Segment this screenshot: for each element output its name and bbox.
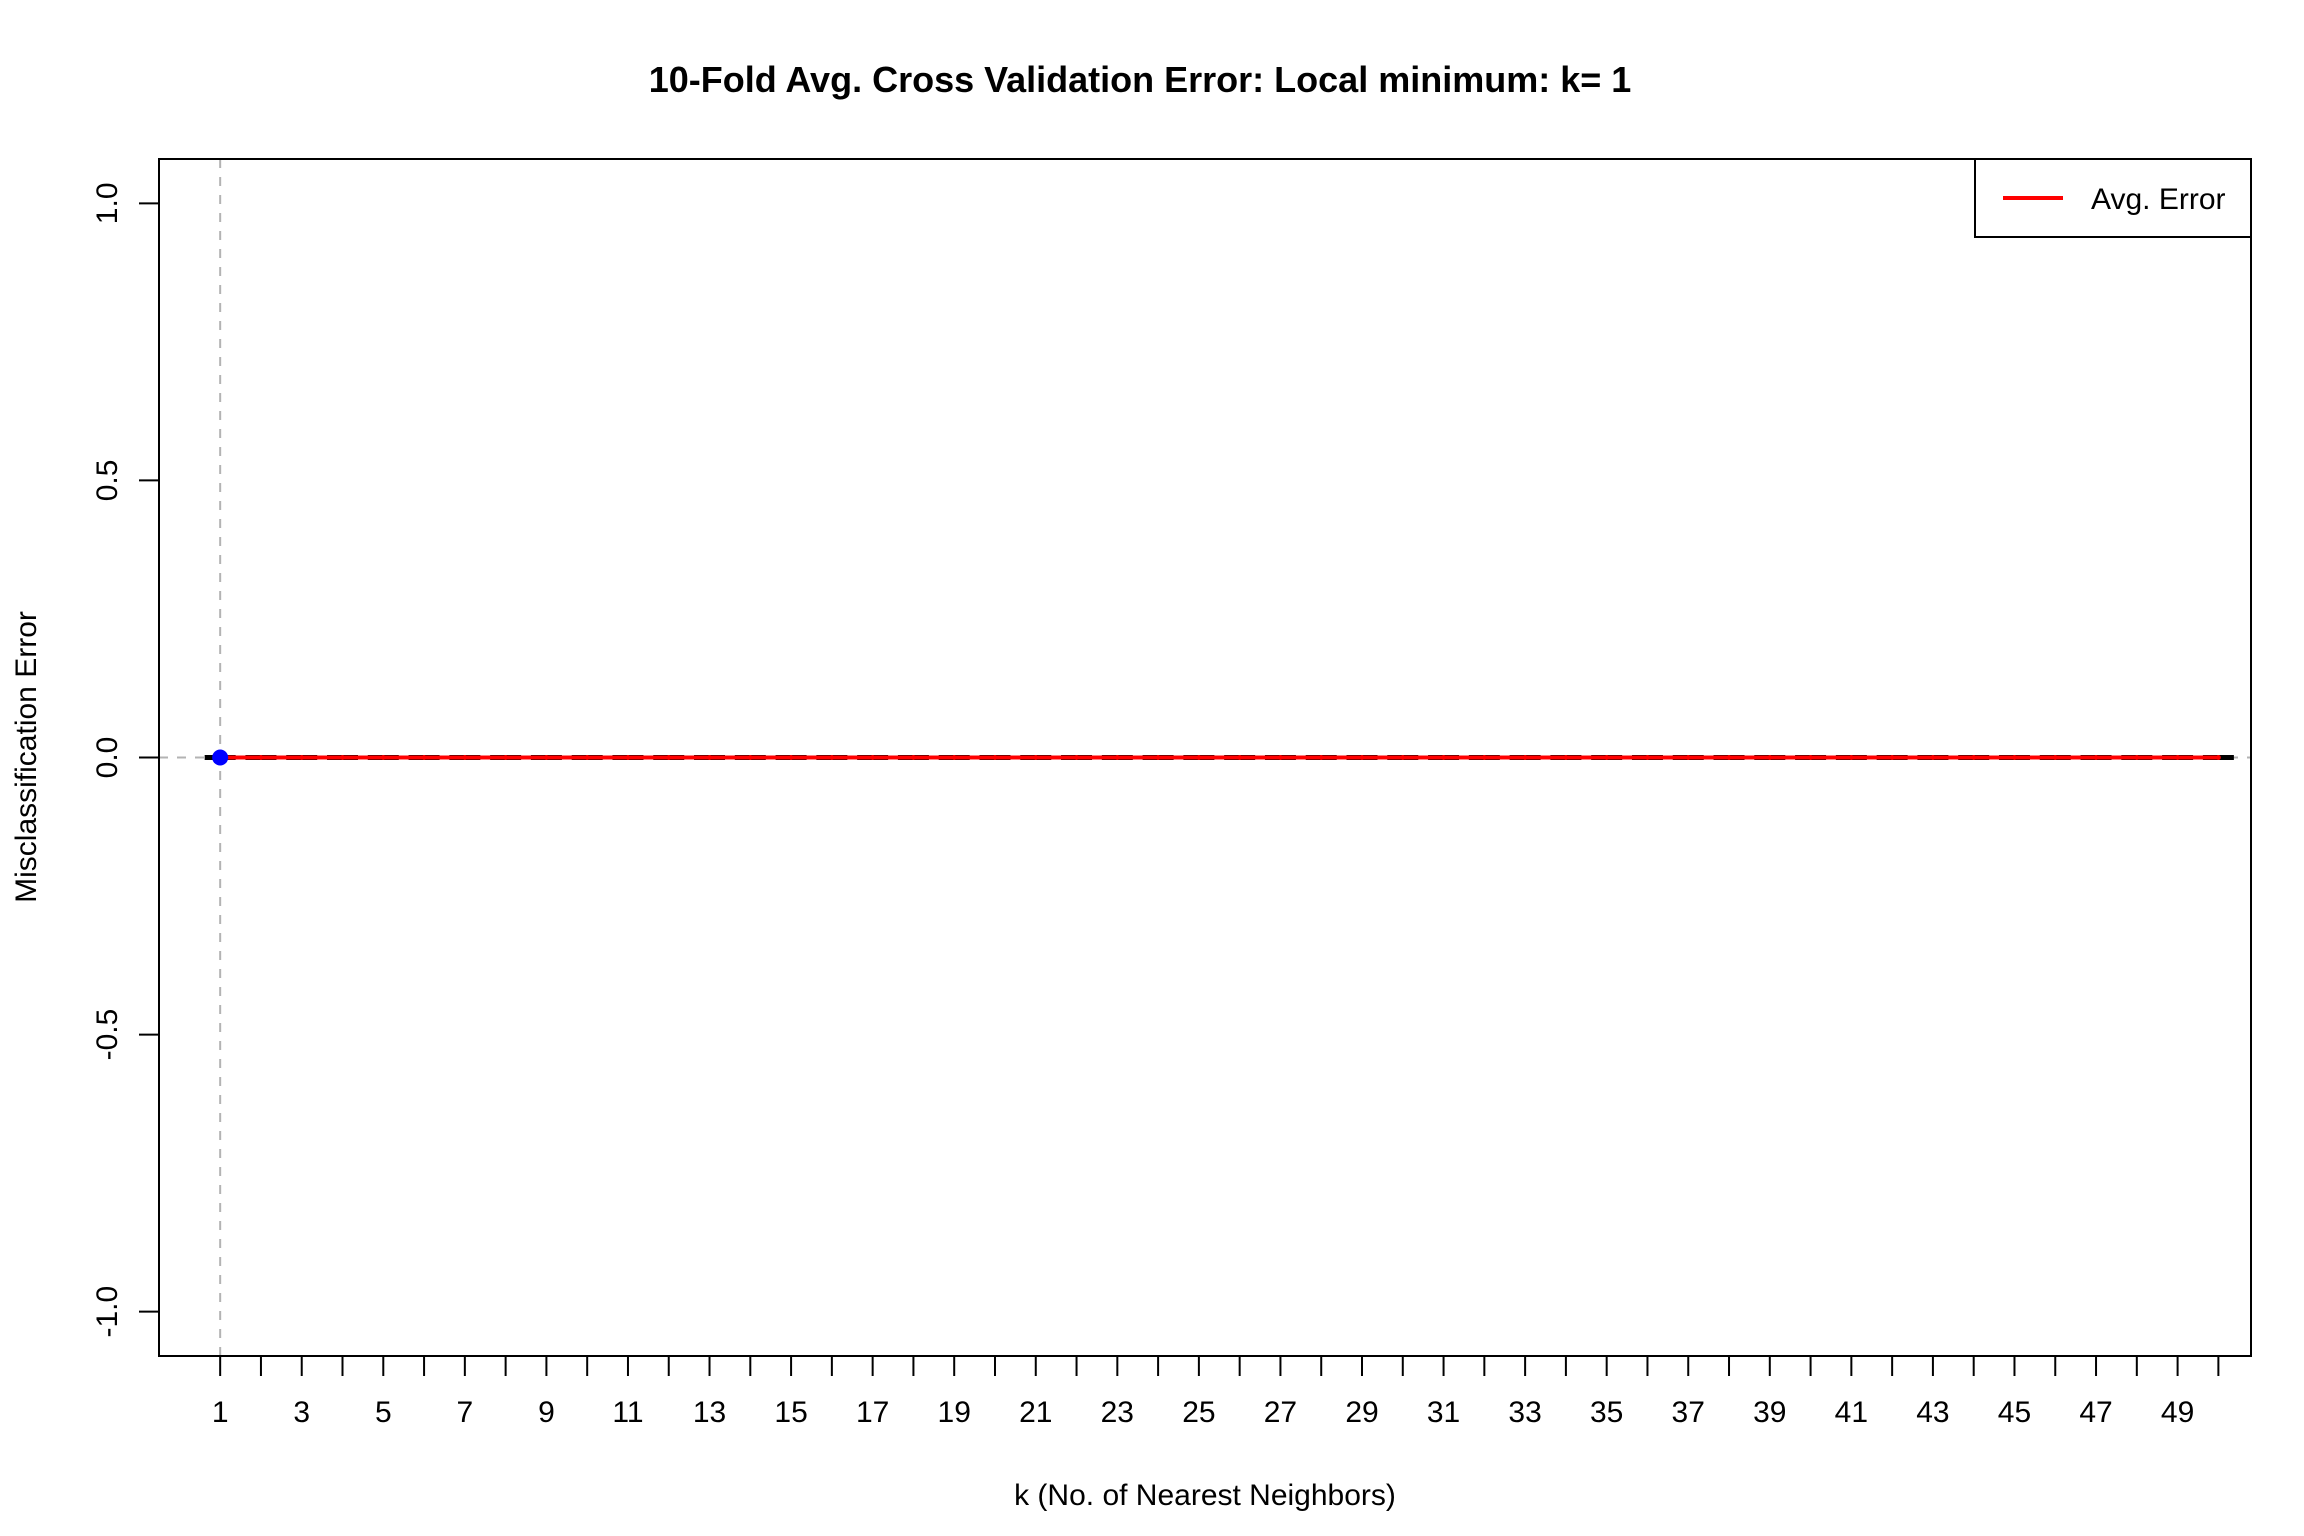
x-tick-label: 29 [1345,1396,1378,1429]
x-tick-label: 1 [212,1396,229,1429]
data-point [910,755,916,760]
data-point [829,755,835,760]
minimum-marker [212,749,229,766]
legend: Avg. Error [1974,158,2252,238]
data-point [1237,755,1243,760]
data-point [1277,755,1283,760]
data-point [666,755,672,760]
y-tick-label: 0.0 [91,737,124,779]
data-point [2093,755,2099,760]
x-tick-label: 7 [457,1396,474,1429]
x-tick-label: 13 [693,1396,726,1429]
data-point [870,755,876,760]
data-point [1971,755,1977,760]
data-point [1441,755,1447,760]
data-point [584,755,590,760]
data-point [2052,755,2058,760]
x-tick-label: 45 [1998,1396,2031,1429]
x-tick-label: 39 [1753,1396,1786,1429]
data-point [340,755,346,760]
data-point [1400,755,1406,760]
data-point [788,755,794,760]
data-point [2215,755,2221,760]
data-point [543,755,549,760]
data-point [1685,755,1691,760]
x-tick-label: 23 [1101,1396,1134,1429]
data-point [1033,755,1039,760]
y-axis-label: Misclassification Error [10,611,43,903]
data-point [1155,755,1161,760]
data-point [1604,755,1610,760]
y-tick-label: -0.5 [91,1009,124,1061]
x-tick-label: 43 [1916,1396,1949,1429]
data-point [1522,755,1528,760]
data-point [707,755,713,760]
data-point [951,755,957,760]
x-tick-label: 35 [1590,1396,1623,1429]
data-point [2011,755,2017,760]
x-tick-label: 15 [774,1396,807,1429]
data-point [299,755,305,760]
x-tick-label: 33 [1508,1396,1541,1429]
x-tick-label: 31 [1427,1396,1460,1429]
x-tick-label: 17 [856,1396,889,1429]
legend-label: Avg. Error [2091,183,2226,216]
x-tick-label: 25 [1182,1396,1215,1429]
x-tick-label: 27 [1264,1396,1297,1429]
data-point [1767,755,1773,760]
data-point [992,755,998,760]
axes: 1 3 5 7 9 11 13 15 17 19 21 23 25 27 29 31 33 35 37 39 41 43 4… [91,182,2220,1429]
x-tick-label: 19 [938,1396,971,1429]
x-tick-label: 5 [375,1396,392,1429]
data-point [380,755,386,760]
data-point [421,755,427,760]
x-tick-label: 49 [2161,1396,2194,1429]
data-point [2134,755,2140,760]
x-tick-label: 9 [538,1396,555,1429]
x-axis-label: k (No. of Nearest Neighbors) [1014,1479,1396,1512]
data-point [1359,755,1365,760]
x-tick-label: 37 [1672,1396,1705,1429]
data-point [747,755,753,760]
data-point [503,755,509,760]
data-point [462,755,468,760]
data-point [1563,755,1569,760]
y-tick-label: 1.0 [91,182,124,224]
y-tick-label: -1.0 [91,1286,124,1338]
data-point [1726,755,1732,760]
data-point [1114,755,1120,760]
x-tick-label: 21 [1019,1396,1052,1429]
data-point [1930,755,1936,760]
data-point [1889,755,1895,760]
plot-area [159,159,2251,1356]
data-point [1808,755,1814,760]
data-point [1196,755,1202,760]
x-tick-label: 41 [1835,1396,1868,1429]
y-tick-label: 0.5 [91,460,124,502]
data-point [258,755,264,760]
data-point [1074,755,1080,760]
data-point [2175,755,2181,760]
data-point [1848,755,1854,760]
x-tick-label: 47 [2079,1396,2112,1429]
data-point [1318,755,1324,760]
data-point [1644,755,1650,760]
data-point [1481,755,1487,760]
x-tick-label: 11 [612,1396,643,1429]
x-tick-label: 3 [293,1396,310,1429]
chart-title: 10-Fold Avg. Cross Validation Error: Loc… [649,59,1632,100]
data-point [625,755,631,760]
